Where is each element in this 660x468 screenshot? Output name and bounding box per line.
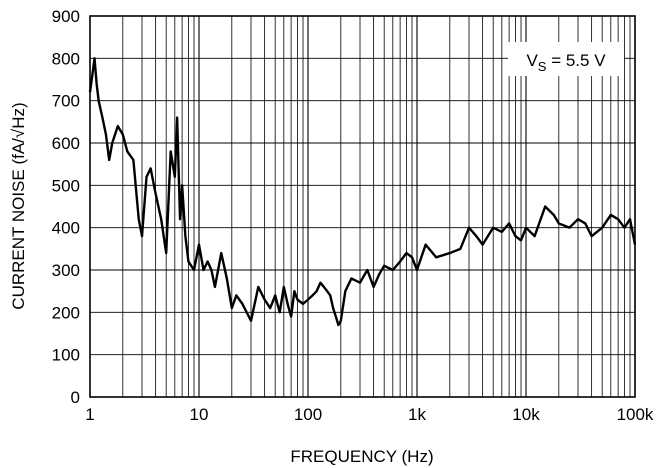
y-tick-label: 900 [52,7,80,26]
x-axis-label: FREQUENCY (Hz) [290,447,433,466]
y-tick-label: 800 [52,49,80,68]
x-tick-label: 100 [294,405,322,424]
x-tick-label: 1 [85,405,94,424]
y-tick-label: 700 [52,92,80,111]
annotation-background [508,42,624,76]
y-tick-label: 0 [71,388,80,407]
grid [90,16,635,397]
x-tick-labels: 1 10 100 1k 10k 100k [85,405,654,424]
y-tick-labels: 0 100 200 300 400 500 600 700 800 900 [52,7,80,407]
data-layer [88,57,637,327]
annotation-label: VS = 5.5 V [526,51,606,74]
x-tick-label: 100k [617,405,654,424]
y-tick-label: 100 [52,346,80,365]
y-tick-label: 400 [52,219,80,238]
plot-frame [89,15,636,398]
y-tick-label: 300 [52,261,80,280]
y-tick-label: 500 [52,176,80,195]
x-tick-label: 10k [512,405,540,424]
x-tick-label: 1k [408,405,426,424]
y-tick-label: 200 [52,303,80,322]
x-tick-label: 10 [190,405,209,424]
y-axis-label: CURRENT NOISE (fA/√Hz) [9,102,28,309]
vs-annotation: VS = 5.5 V [508,42,624,76]
series-line [88,57,637,327]
y-tick-label: 600 [52,134,80,153]
